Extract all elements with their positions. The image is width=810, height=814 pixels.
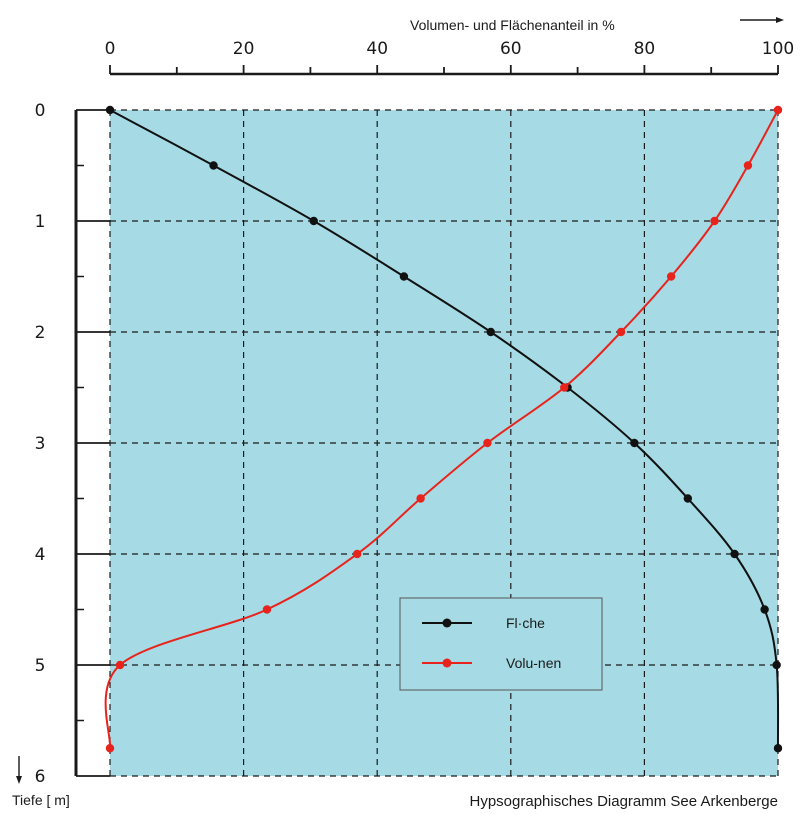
data-point-flaeche (486, 327, 495, 337)
x-axis-title: Volumen- und Flächenanteil in % (410, 17, 615, 33)
y-tick-label: 6 (35, 767, 46, 787)
y-tick-label: 5 (35, 656, 46, 676)
data-point-volumen (115, 660, 125, 670)
y-tick-label: 3 (35, 434, 46, 454)
x-tick-label: 60 (500, 39, 522, 59)
y-axis-title: Tiefe [ m] (12, 792, 70, 808)
data-point-flaeche (773, 744, 783, 753)
data-point-flaeche (399, 272, 409, 281)
data-point-volumen (105, 744, 115, 753)
legend-entry-flaeche: Fl·che (422, 615, 545, 631)
data-point-volumen (773, 105, 783, 115)
y-tick-label: 1 (35, 212, 46, 232)
legend-label-volumen: Volu-nen (506, 655, 561, 671)
data-point-volumen (483, 438, 492, 448)
data-point-volumen (616, 327, 626, 337)
axes: 0 20 40 60 80 100 0 1 2 3 4 5 6 (35, 39, 795, 787)
data-point-flaeche (209, 161, 218, 170)
series-layer (104, 105, 783, 753)
data-point-volumen (352, 549, 362, 559)
legend-label-flaeche: Fl·che (506, 615, 545, 631)
legend-entry-volumen: Volu-nen (422, 655, 561, 671)
x-tick-label: 40 (366, 39, 388, 59)
x-tick-label: 0 (105, 39, 116, 59)
legend: Fl·che Volu-nen (399, 597, 603, 691)
arrow-down-icon (16, 756, 22, 784)
data-point-volumen (262, 605, 272, 614)
data-point-volumen (743, 161, 753, 170)
y-tick-label: 2 (35, 323, 46, 343)
y-tick-label: 4 (35, 545, 46, 565)
data-point-flaeche (683, 494, 693, 503)
data-point-volumen (560, 383, 569, 392)
data-point-flaeche (309, 216, 318, 226)
data-point-volumen (416, 494, 425, 503)
data-point-flaeche (772, 660, 781, 670)
x-tick-label: 20 (233, 39, 255, 59)
chart-caption: Hypsographisches Diagramm See Arkenberge (470, 793, 779, 810)
x-tick-label: 100 (762, 39, 794, 59)
data-point-flaeche (105, 105, 115, 115)
data-point-volumen (666, 272, 676, 281)
data-point-volumen (710, 216, 719, 226)
data-point-flaeche (760, 605, 769, 614)
x-tick-label: 80 (634, 39, 656, 59)
arrow-right-icon (740, 17, 784, 23)
data-point-flaeche (630, 438, 639, 448)
y-tick-label: 0 (35, 101, 46, 121)
legend-box (399, 597, 603, 691)
data-point-flaeche (730, 549, 739, 559)
